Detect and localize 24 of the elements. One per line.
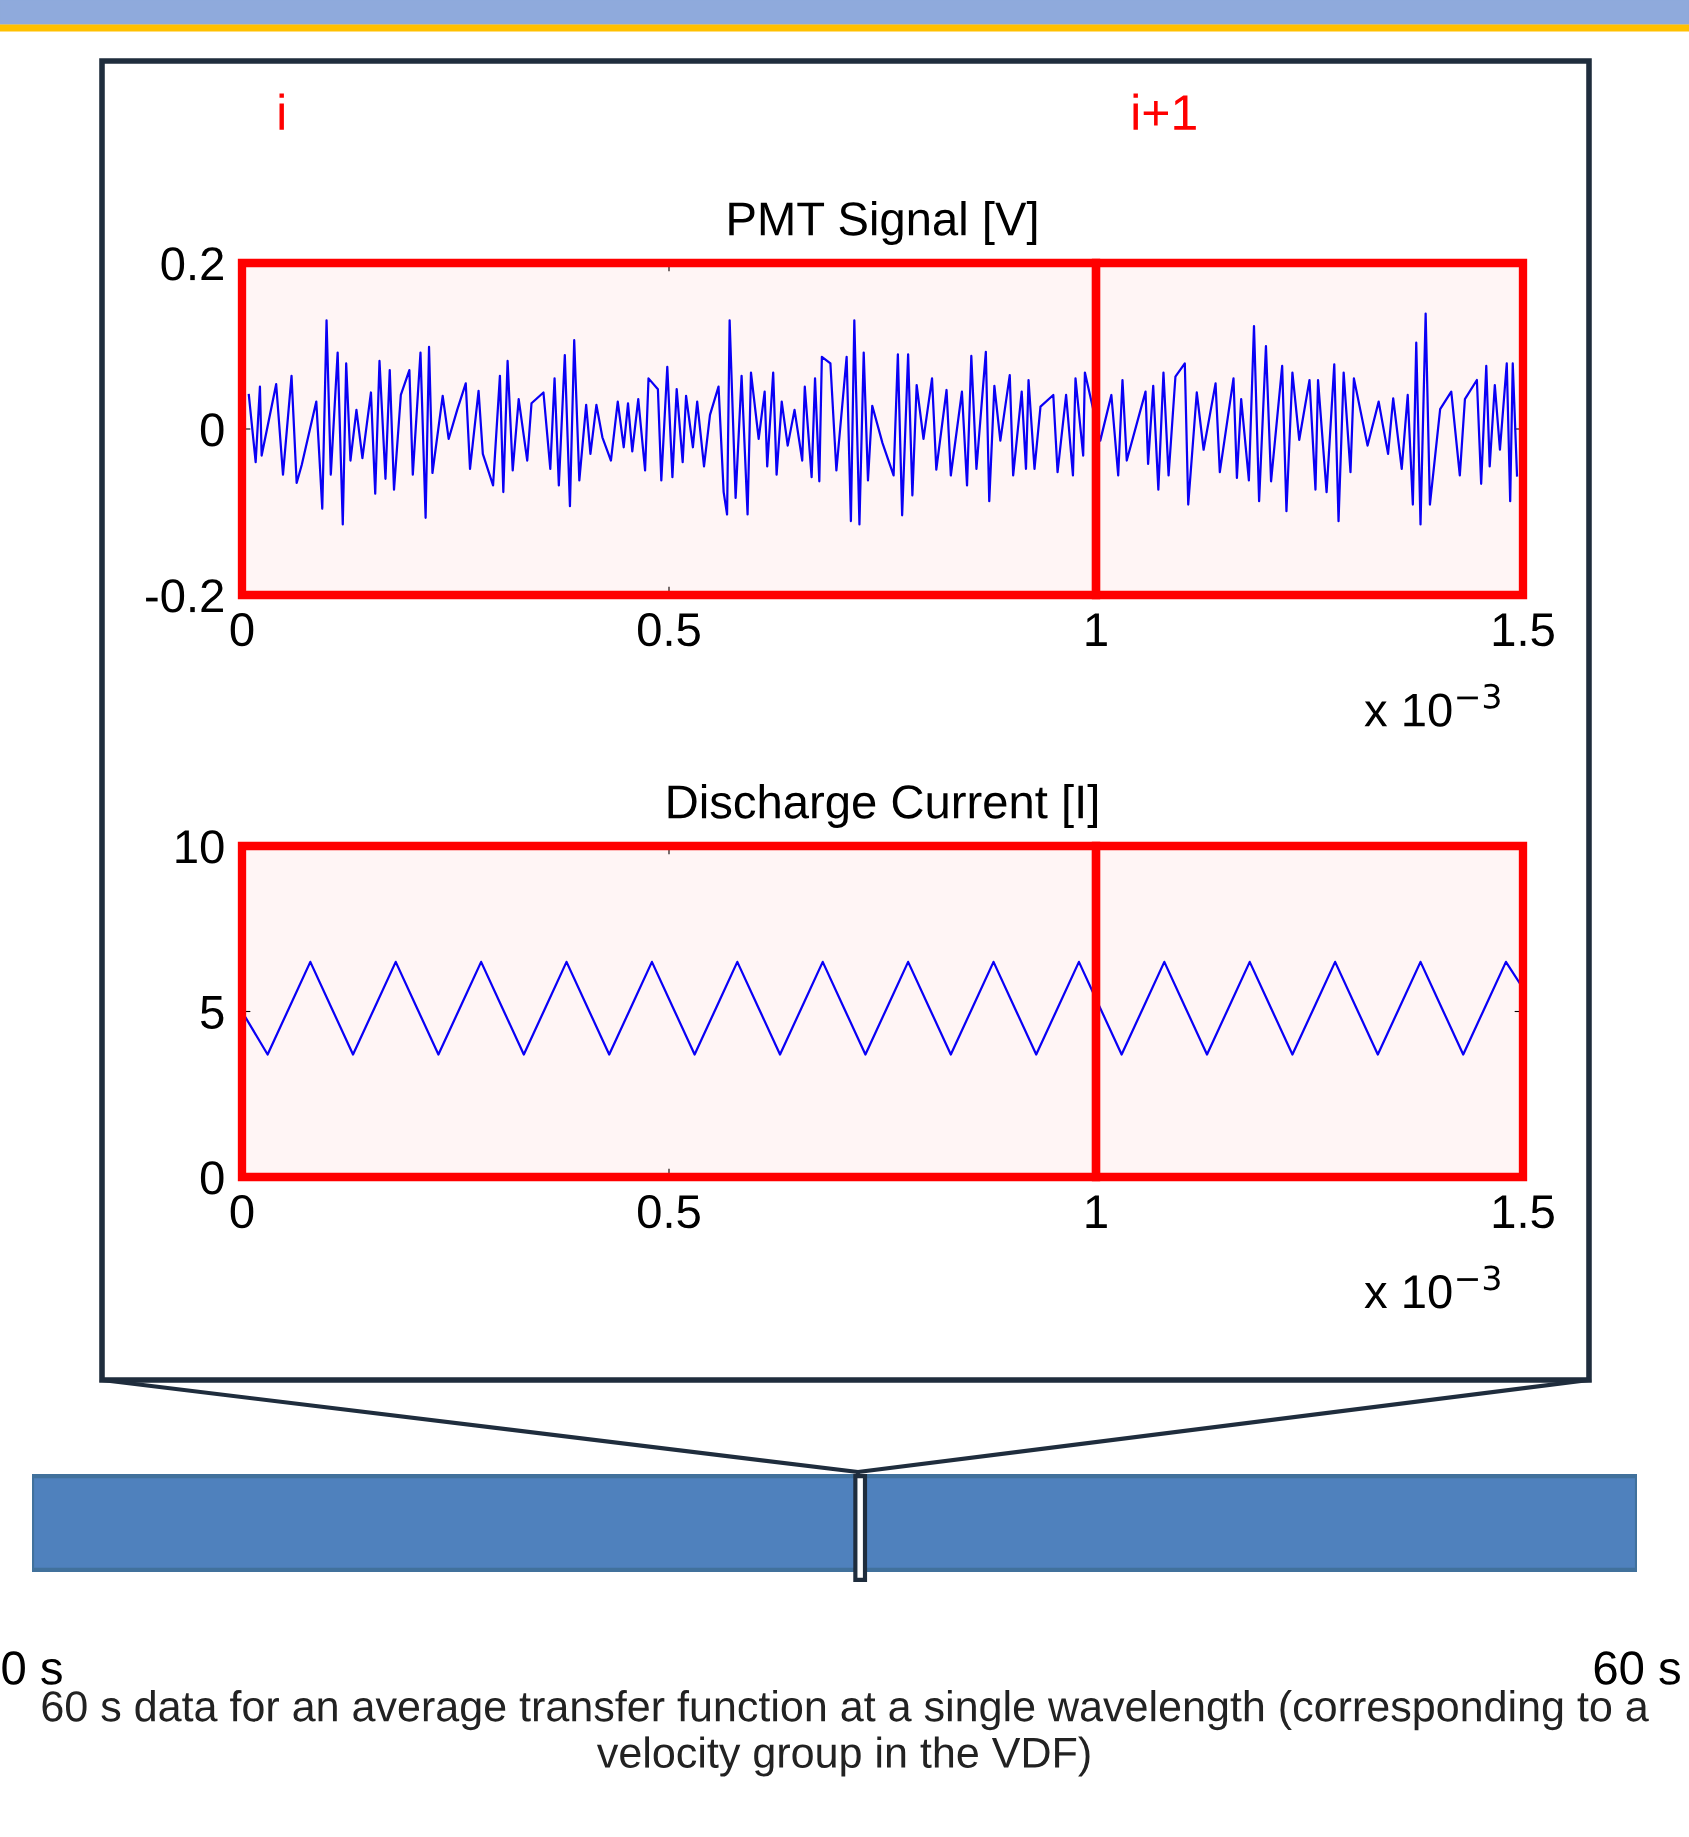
x-tick-label: 1 <box>1086 1195 1107 1228</box>
y-tick-label: 0 <box>200 1161 224 1195</box>
x-tick-label: 1.5 <box>1493 1195 1554 1229</box>
y-tick-label: 0 <box>200 413 224 447</box>
text: 0 s <box>2 1651 62 1685</box>
y-tick-label: 0.2 <box>161 247 223 281</box>
x-tick-label: 0.5 <box>638 612 700 647</box>
chart-title: Discharge Current [I] <box>668 784 1097 829</box>
text: x 10$^{−3}$ <box>1364 1265 1500 1309</box>
x-tick-label: 0 <box>230 612 254 647</box>
line-series <box>247 312 1519 526</box>
band-label: i <box>279 93 284 130</box>
text: 60 s <box>1594 1651 1680 1685</box>
x-tick-label: 1.5 <box>1493 613 1554 647</box>
y-tick-label: -0.2 <box>146 579 223 613</box>
y-tick-label: 10 <box>176 830 224 864</box>
x-tick-label: 0.5 <box>638 1194 700 1229</box>
band-label: i+1 <box>1133 93 1196 130</box>
text: x 10$^{−3}$ <box>1364 683 1500 727</box>
x-tick-label: 1 <box>1086 613 1107 646</box>
chart-title: PMT Signal [V] <box>729 201 1037 246</box>
text: 60 s data for an average transfer function at a single wavelength (corresponding to a velocity group in the VDF) <box>42 1690 1649 1777</box>
y-tick-label: 5 <box>200 996 224 1030</box>
x-tick-label: 0 <box>230 1194 254 1229</box>
